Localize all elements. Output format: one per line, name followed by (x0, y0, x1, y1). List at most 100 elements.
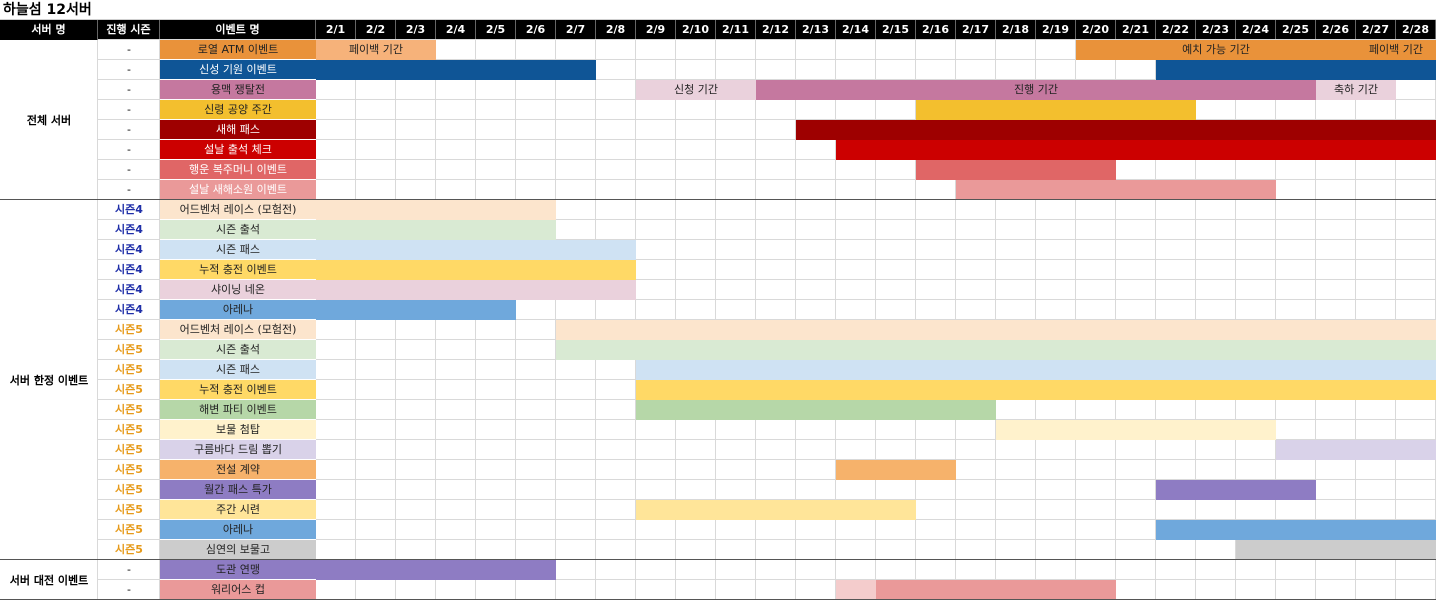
date-header-2-23[interactable]: 2/23 (1196, 20, 1236, 40)
event-period-bar[interactable] (1156, 520, 1436, 540)
date-header-2-27[interactable]: 2/27 (1356, 20, 1396, 40)
date-header-2-19[interactable]: 2/19 (1036, 20, 1076, 40)
date-header-2-24[interactable]: 2/24 (1236, 20, 1276, 40)
season-cell[interactable]: - (127, 183, 131, 196)
event-period-bar[interactable] (316, 240, 636, 260)
season-cell[interactable]: 시즌5 (115, 343, 143, 356)
event-period-bar[interactable] (916, 160, 1116, 180)
season-cell[interactable]: 시즌5 (115, 323, 143, 336)
season-cell[interactable]: 시즌5 (115, 523, 143, 536)
event-period-bar[interactable] (316, 280, 636, 300)
event-name-cell[interactable]: 누적 충전 이벤트 (160, 380, 316, 400)
event-name-cell[interactable]: 보물 첨탑 (160, 420, 316, 440)
header-server[interactable]: 서버 명 (0, 20, 98, 40)
date-header-2-10[interactable]: 2/10 (676, 20, 716, 40)
event-name-cell[interactable]: 심연의 보물고 (160, 540, 316, 560)
event-name-cell[interactable]: 새해 패스 (160, 120, 316, 140)
event-name-cell[interactable]: 신성 기원 이벤트 (160, 60, 316, 80)
event-period-bar[interactable] (1276, 440, 1436, 460)
event-period-bar[interactable] (556, 340, 1436, 360)
date-header-2-16[interactable]: 2/16 (916, 20, 956, 40)
date-header-2-20[interactable]: 2/20 (1076, 20, 1116, 40)
date-header-2-9[interactable]: 2/9 (636, 20, 676, 40)
event-name-cell[interactable]: 누적 충전 이벤트 (160, 260, 316, 280)
event-period-bar[interactable] (876, 580, 1116, 600)
season-cell[interactable]: - (127, 123, 131, 136)
date-header-2-15[interactable]: 2/15 (876, 20, 916, 40)
date-header-2-17[interactable]: 2/17 (956, 20, 996, 40)
event-name-cell[interactable]: 전설 계약 (160, 460, 316, 480)
header-season[interactable]: 진행 시즌 (98, 20, 160, 40)
season-cell[interactable]: 시즌4 (115, 203, 143, 216)
season-cell[interactable]: - (127, 83, 131, 96)
event-name-cell[interactable]: 주간 시련 (160, 500, 316, 520)
event-period-bar[interactable] (316, 60, 596, 80)
date-header-2-28[interactable]: 2/28 (1396, 20, 1436, 40)
event-period-bar[interactable] (1236, 540, 1436, 560)
season-cell[interactable]: 시즌4 (115, 263, 143, 276)
event-name-cell[interactable]: 로열 ATM 이벤트 (160, 40, 316, 60)
event-name-cell[interactable]: 아레나 (160, 520, 316, 540)
date-header-2-13[interactable]: 2/13 (796, 20, 836, 40)
date-header-2-5[interactable]: 2/5 (476, 20, 516, 40)
event-period-bar[interactable] (316, 260, 636, 280)
event-period-bar[interactable] (836, 460, 956, 480)
date-header-2-26[interactable]: 2/26 (1316, 20, 1356, 40)
event-name-cell[interactable]: 행운 복주머니 이벤트 (160, 160, 316, 180)
event-name-cell[interactable]: 해변 파티 이벤트 (160, 400, 316, 420)
season-cell[interactable]: 시즌4 (115, 283, 143, 296)
event-name-cell[interactable]: 설날 출석 체크 (160, 140, 316, 160)
event-name-cell[interactable]: 어드벤처 레이스 (모험전) (160, 320, 316, 340)
event-period-bar[interactable]: 축하 기간 (1316, 80, 1396, 100)
season-cell[interactable]: 시즌4 (115, 243, 143, 256)
date-header-2-3[interactable]: 2/3 (396, 20, 436, 40)
event-name-cell[interactable]: 시즌 출석 (160, 220, 316, 240)
season-cell[interactable]: 시즌5 (115, 383, 143, 396)
event-period-bar[interactable] (836, 140, 1436, 160)
season-cell[interactable]: - (127, 103, 131, 116)
season-cell[interactable]: - (127, 43, 131, 56)
event-name-cell[interactable]: 신령 공양 주간 (160, 100, 316, 120)
date-header-2-11[interactable]: 2/11 (716, 20, 756, 40)
season-cell[interactable]: - (127, 143, 131, 156)
date-header-2-4[interactable]: 2/4 (436, 20, 476, 40)
event-period-bar[interactable] (316, 300, 516, 320)
event-name-cell[interactable]: 월간 패스 특가 (160, 480, 316, 500)
event-period-bar[interactable] (956, 180, 1276, 200)
event-period-bar[interactable]: 페이백 기간 (316, 40, 436, 60)
date-header-2-6[interactable]: 2/6 (516, 20, 556, 40)
season-cell[interactable]: - (127, 563, 131, 576)
event-period-bar[interactable] (316, 200, 556, 220)
event-period-bar[interactable] (1156, 60, 1436, 80)
event-period-bar[interactable]: 예치 가능 기간 (1076, 40, 1356, 60)
season-cell[interactable]: 시즌5 (115, 503, 143, 516)
season-cell[interactable]: 시즌4 (115, 223, 143, 236)
event-period-bar[interactable]: 페이백 기간 (1356, 40, 1436, 60)
event-name-cell[interactable]: 설날 새해소원 이벤트 (160, 180, 316, 200)
event-name-cell[interactable]: 어드벤처 레이스 (모험전) (160, 200, 316, 220)
event-period-bar[interactable] (316, 560, 556, 580)
event-name-cell[interactable]: 샤이닝 네온 (160, 280, 316, 300)
event-name-cell[interactable]: 용맥 쟁탈전 (160, 80, 316, 100)
season-cell[interactable]: 시즌5 (115, 543, 143, 556)
header-event[interactable]: 이벤트 명 (160, 20, 316, 40)
event-period-bar[interactable]: 진행 기간 (756, 80, 1316, 100)
date-header-2-2[interactable]: 2/2 (356, 20, 396, 40)
date-header-2-8[interactable]: 2/8 (596, 20, 636, 40)
season-cell[interactable]: 시즌4 (115, 303, 143, 316)
season-cell[interactable]: 시즌5 (115, 483, 143, 496)
date-header-2-12[interactable]: 2/12 (756, 20, 796, 40)
date-header-2-21[interactable]: 2/21 (1116, 20, 1156, 40)
event-name-cell[interactable]: 도관 연맹 (160, 560, 316, 580)
season-cell[interactable]: - (127, 63, 131, 76)
event-period-bar[interactable] (636, 360, 1436, 380)
event-period-bar[interactable] (636, 500, 916, 520)
date-header-2-1[interactable]: 2/1 (316, 20, 356, 40)
date-header-2-22[interactable]: 2/22 (1156, 20, 1196, 40)
season-cell[interactable]: 시즌5 (115, 463, 143, 476)
event-period-bar[interactable] (1156, 480, 1316, 500)
season-cell[interactable]: 시즌5 (115, 363, 143, 376)
event-period-bar[interactable] (636, 400, 996, 420)
event-name-cell[interactable]: 워리어스 컵 (160, 580, 316, 600)
date-header-2-25[interactable]: 2/25 (1276, 20, 1316, 40)
